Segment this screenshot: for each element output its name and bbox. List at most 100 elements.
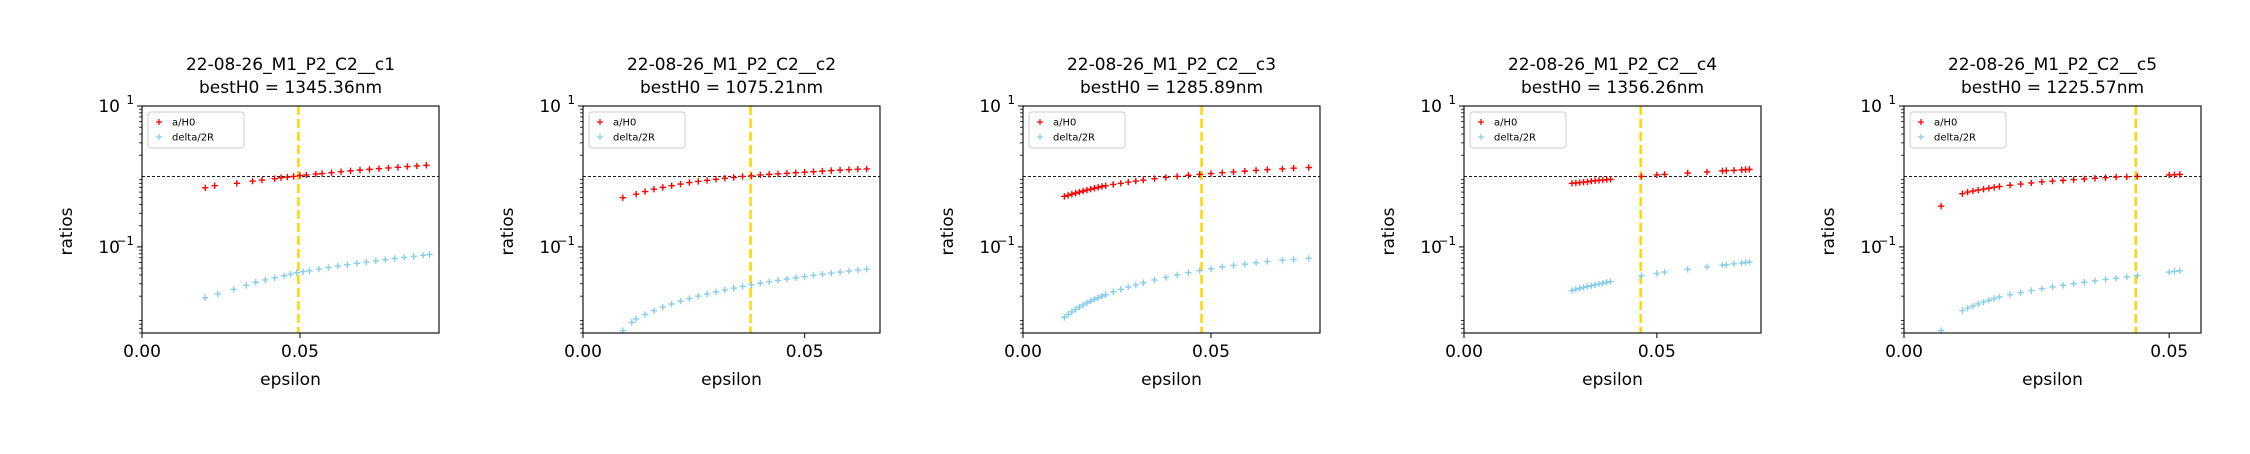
data-point bbox=[1703, 263, 1711, 271]
data-point bbox=[334, 262, 342, 270]
data-point bbox=[1264, 166, 1271, 173]
data-point bbox=[2091, 277, 2099, 285]
data-point bbox=[641, 188, 649, 195]
x-tick-label: 0.05 bbox=[1192, 342, 1230, 362]
data-point bbox=[385, 164, 392, 172]
data-point bbox=[1746, 258, 1753, 266]
data-point bbox=[1072, 189, 1079, 197]
y-axis-label: ratios bbox=[57, 207, 77, 255]
data-point bbox=[730, 174, 737, 181]
data-point bbox=[632, 315, 640, 323]
x-axis-label: epsilon bbox=[701, 370, 762, 390]
y-tick-label: 10 bbox=[1860, 97, 1882, 117]
data-point bbox=[845, 166, 853, 173]
data-point bbox=[810, 272, 817, 279]
data-point bbox=[353, 260, 361, 267]
data-point bbox=[1125, 178, 1132, 186]
data-point bbox=[1607, 176, 1614, 183]
data-point bbox=[1117, 180, 1124, 187]
data-point bbox=[1264, 258, 1271, 265]
data-point bbox=[1730, 260, 1738, 268]
data-point bbox=[1985, 297, 1993, 304]
data-point bbox=[1110, 288, 1117, 296]
data-point bbox=[783, 275, 791, 283]
series-delta-2r bbox=[1568, 258, 1753, 294]
data-point bbox=[1219, 263, 1226, 271]
series-delta-2r bbox=[201, 251, 433, 301]
data-point bbox=[1969, 302, 1977, 310]
x-tick-label: 0.05 bbox=[281, 342, 319, 362]
data-point bbox=[628, 319, 635, 326]
legend-box bbox=[1469, 111, 1567, 149]
data-point bbox=[2112, 274, 2120, 282]
data-point bbox=[277, 174, 285, 181]
data-point bbox=[1098, 183, 1106, 190]
y-tick-base: 10 bbox=[539, 97, 561, 117]
data-point bbox=[721, 175, 729, 182]
data-point bbox=[1072, 306, 1079, 313]
x-axis-label: epsilon bbox=[1582, 370, 1643, 390]
data-point bbox=[1125, 283, 1132, 291]
y-axis-label: ratios bbox=[498, 207, 518, 255]
data-point bbox=[1638, 272, 1645, 279]
data-point bbox=[1607, 278, 1614, 285]
data-point bbox=[1091, 296, 1098, 303]
data-point bbox=[1241, 167, 1249, 175]
axes-frame bbox=[582, 105, 881, 334]
data-point bbox=[739, 283, 746, 290]
data-point bbox=[293, 269, 301, 276]
y-tick-base: 10 bbox=[979, 97, 1001, 117]
data-point bbox=[372, 257, 380, 265]
data-point bbox=[2017, 289, 2024, 296]
data-point bbox=[299, 268, 307, 275]
data-point bbox=[695, 292, 702, 300]
data-point bbox=[836, 166, 844, 174]
data-point bbox=[1572, 286, 1580, 293]
subplot-1: 22-08-26_M1_P2_C2__c1 bestH0 = 1345.36nm a… bbox=[57, 55, 440, 390]
data-point bbox=[1980, 185, 1987, 193]
data-point bbox=[337, 168, 345, 175]
data-point bbox=[1140, 176, 1147, 184]
data-point bbox=[1117, 286, 1124, 293]
data-point bbox=[410, 253, 417, 260]
data-point bbox=[1279, 165, 1286, 173]
data-point bbox=[1230, 262, 1237, 269]
data-point bbox=[1638, 173, 1645, 180]
y-axis-label: ratios bbox=[938, 207, 958, 255]
data-point bbox=[659, 303, 666, 311]
data-point bbox=[1591, 281, 1599, 288]
data-point bbox=[230, 286, 237, 293]
data-point bbox=[650, 307, 658, 314]
data-point bbox=[2134, 173, 2141, 180]
x-tick-label: 0.00 bbox=[123, 342, 161, 362]
data-point bbox=[356, 166, 364, 174]
y-tick-label: 10 bbox=[1860, 238, 1882, 258]
data-point bbox=[1684, 169, 1691, 177]
data-point bbox=[1959, 307, 1966, 314]
data-point bbox=[1290, 256, 1297, 263]
data-point bbox=[2091, 175, 2099, 182]
y-tick-base: 10 bbox=[539, 238, 561, 258]
data-point bbox=[1252, 259, 1260, 266]
y-tick-label: 10 bbox=[1420, 238, 1442, 258]
data-point bbox=[1568, 287, 1576, 294]
data-point bbox=[262, 276, 269, 284]
series-a-h0 bbox=[1568, 166, 1753, 187]
x-tick-label: 0.05 bbox=[1638, 342, 1676, 362]
data-point bbox=[413, 162, 421, 170]
data-point bbox=[290, 173, 297, 180]
data-point bbox=[1083, 299, 1091, 307]
data-point bbox=[1110, 181, 1117, 188]
data-point bbox=[287, 270, 294, 278]
data-point bbox=[2176, 267, 2183, 274]
chart-title-line2: bestH0 = 1356.26nm bbox=[1521, 78, 1704, 98]
chart-title-line1: 22-08-26_M1_P2_C2__c1 bbox=[186, 55, 395, 75]
data-point bbox=[668, 182, 675, 189]
legend-box bbox=[1028, 111, 1126, 149]
data-point bbox=[810, 168, 817, 175]
legend-label: delta/2R bbox=[613, 133, 655, 144]
data-point bbox=[2038, 178, 2046, 185]
y-tick-base: 10 bbox=[98, 97, 120, 117]
y-tick-label: 10 bbox=[979, 97, 1001, 117]
data-point bbox=[363, 258, 370, 266]
